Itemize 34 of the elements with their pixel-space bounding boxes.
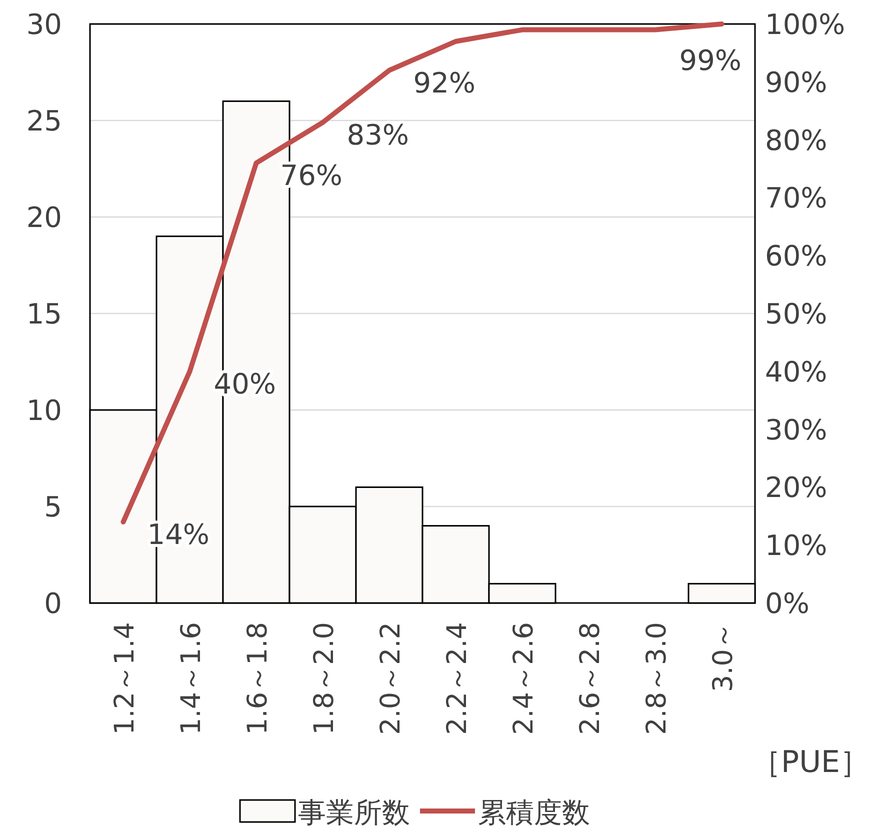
y-tick-label: 5 <box>44 490 62 524</box>
x-tick-label: 3.0～ <box>708 622 739 692</box>
y2-tick-label: 80% <box>765 124 828 157</box>
y-tick-label: 10 <box>26 394 62 427</box>
x-tick-label: 2.4～2.6 <box>508 622 540 735</box>
y-tick-label: 15 <box>26 298 62 330</box>
y2-tick-label: 30% <box>765 413 828 446</box>
x-axis-title: ［PUE］ <box>750 745 870 780</box>
x-tick-label: 1.4～1.6 <box>176 622 207 735</box>
x-tick-label: 1.8～2.0 <box>308 622 340 735</box>
y2-tick-label: 20% <box>765 471 828 504</box>
x-tick-label: 2.6～2.8 <box>574 622 606 735</box>
data-label: 99% <box>679 44 742 77</box>
y2-tick-label: 40% <box>765 355 828 388</box>
x-tick-label: 2.0～2.2 <box>375 622 406 735</box>
y-tick-label: 0 <box>44 587 62 620</box>
y2-tick-label: 70% <box>765 182 828 215</box>
y2-tick-label: 90% <box>765 66 828 99</box>
legend-label: 累積度数 <box>478 796 590 829</box>
y2-tick-label: 60% <box>765 240 828 273</box>
y-tick-label: 30 <box>26 8 62 41</box>
legend-label: 事業所数 <box>298 796 410 829</box>
x-tick-label: 1.2～1.4 <box>109 622 140 735</box>
x-tick-label: 2.8～3.0 <box>641 622 672 735</box>
y2-tick-label: 100% <box>765 8 846 41</box>
y2-tick-label: 10% <box>765 529 828 562</box>
y2-tick-label: 50% <box>765 298 828 330</box>
x-tick-label: 2.2～2.4 <box>442 622 473 735</box>
x-tick-label: 1.6～1.8 <box>242 622 274 735</box>
data-label: 92% <box>413 66 476 100</box>
data-label: 83% <box>346 118 409 152</box>
y2-tick-label: 0% <box>765 587 810 620</box>
y-tick-label: 20 <box>26 201 62 234</box>
y-tick-label: 25 <box>26 104 62 138</box>
